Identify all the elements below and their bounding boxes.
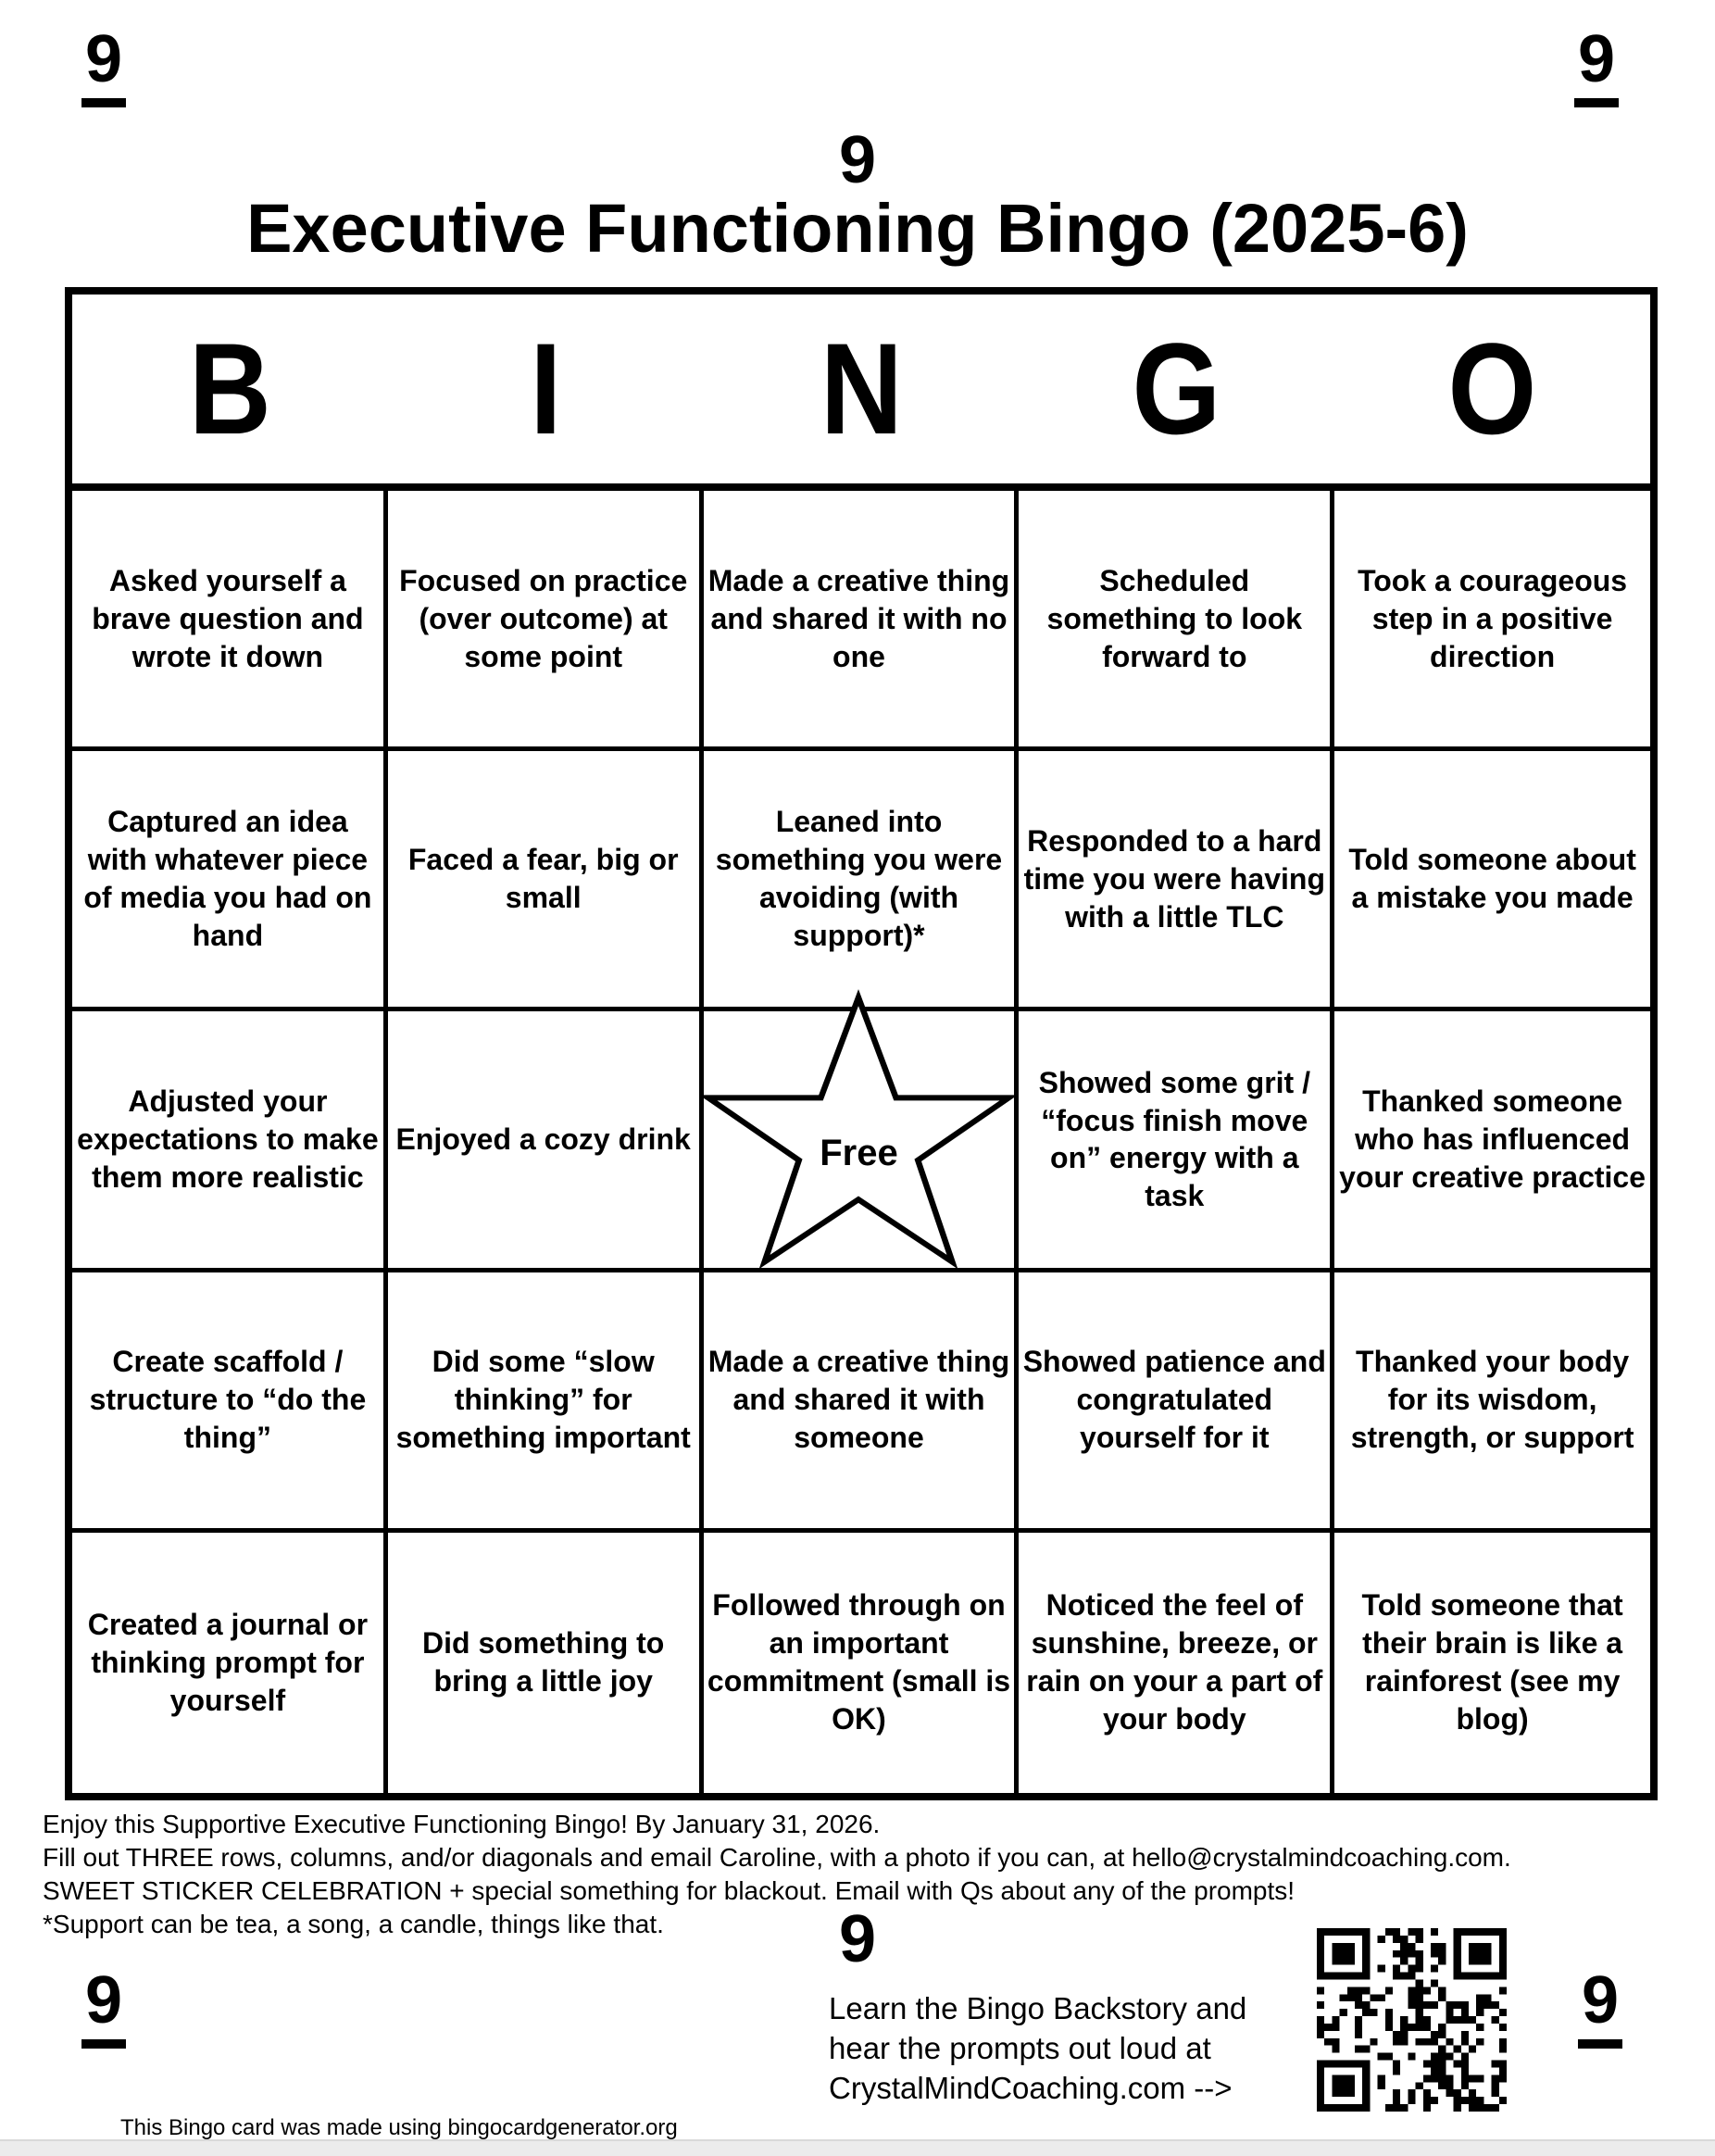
page-number-mark-top-center: 9 <box>838 123 877 197</box>
bingo-cell: Adjusted your expectations to make them … <box>72 1011 388 1272</box>
page-number-mark-top-right: 9 <box>1573 26 1619 107</box>
bingo-free-cell: Free <box>699 989 1020 1272</box>
bingo-cell: Told someone that their brain is like a … <box>1361 1588 1623 1736</box>
backstory-line: hear the prompts out loud at <box>829 2030 1211 2065</box>
bingo-cell: Told someone about a mistake you made <box>1334 751 1650 1012</box>
bingo-cell: Focused on practice (over outcome) at so… <box>387 491 704 752</box>
star-icon <box>699 989 1019 1271</box>
bingo-cell: Noticed the feel of sunshine, breeze, or… <box>1019 1532 1335 1793</box>
bingo-header-row: B I N G O <box>72 295 1650 491</box>
credit-line: This Bingo card was made using bingocard… <box>120 2115 678 2140</box>
bingo-cell: Did something to bring a little joy <box>388 1532 704 1793</box>
qr-code <box>1317 1928 1507 2112</box>
instructions-block: Enjoy this Supportive Executive Function… <box>43 1808 1700 1941</box>
bingo-cell: Asked yourself a brave question and wrot… <box>72 491 388 752</box>
bingo-letter-n: N <box>820 316 903 461</box>
bingo-cell: Took a courageous step in a positive dir… <box>1334 491 1650 752</box>
backstory-line: CrystalMindCoaching.com --> <box>829 2070 1233 2105</box>
bingo-letter-g: G <box>1132 316 1221 461</box>
backstory-line: Learn the Bingo Backstory and <box>829 1991 1247 2025</box>
bingo-cell: Create scaffold / structure to “do the t… <box>72 1272 388 1533</box>
bingo-cell: Enjoyed a cozy drink <box>387 1011 704 1272</box>
bingo-cell: Created a journal or thinking prompt for… <box>72 1532 388 1793</box>
bingo-letter-o: O <box>1447 316 1537 461</box>
bingo-cell: Did some “slow thinking” for something i… <box>387 1272 704 1533</box>
instructions-line: *Support can be tea, a song, a candle, t… <box>43 1910 664 1939</box>
free-label: Free <box>820 1133 898 1174</box>
bingo-cell: Showed patience and congratulated yourse… <box>1019 1272 1335 1533</box>
backstory-text: Learn the Bingo Backstory and hear the p… <box>829 1989 1246 2109</box>
bingo-card: B I N G O Asked yourself a brave questio… <box>65 287 1658 1800</box>
bingo-cell: Showed some grit / “focus finish move on… <box>1019 1011 1335 1272</box>
bingo-cell: Scheduled something to look forward to <box>1019 491 1335 752</box>
bingo-letter-b: B <box>188 316 271 461</box>
instructions-line: SWEET STICKER CELEBRATION + special some… <box>43 1876 1296 1906</box>
instructions-line: Fill out THREE rows, columns, and/or dia… <box>43 1843 1511 1873</box>
page-number-mark-bottom-right: 9 <box>1577 1967 1622 2049</box>
bingo-cell: Thanked your body for its wisdom, streng… <box>1334 1272 1650 1533</box>
bingo-cell: Responded to a hard time you were having… <box>1019 751 1335 1012</box>
bingo-cell: Thanked someone who has influenced your … <box>1334 1011 1650 1272</box>
bingo-cell: Made a creative thing and shared it with… <box>703 491 1020 752</box>
bingo-cell: Captured an idea with whatever piece of … <box>72 751 388 1012</box>
bingo-letter-i: I <box>530 316 562 461</box>
page-title: Executive Functioning Bingo (2025-6) <box>246 190 1469 267</box>
bingo-cell: Faced a fear, big or small <box>387 751 704 1012</box>
page-number-mark-bottom-center: 9 <box>838 1902 877 1976</box>
bingo-cell: Followed through on an important commitm… <box>704 1532 1020 1793</box>
page-number-mark-bottom-left: 9 <box>81 1967 127 2049</box>
bingo-cell: Leaned into something you were avoiding … <box>703 751 1020 1012</box>
bingo-cell: Made a creative thing and shared it with… <box>703 1272 1020 1533</box>
page-number-mark-top-left: 9 <box>81 26 127 107</box>
page-bottom-edge <box>0 2139 1715 2156</box>
instructions-line: Enjoy this Supportive Executive Function… <box>43 1810 881 1838</box>
